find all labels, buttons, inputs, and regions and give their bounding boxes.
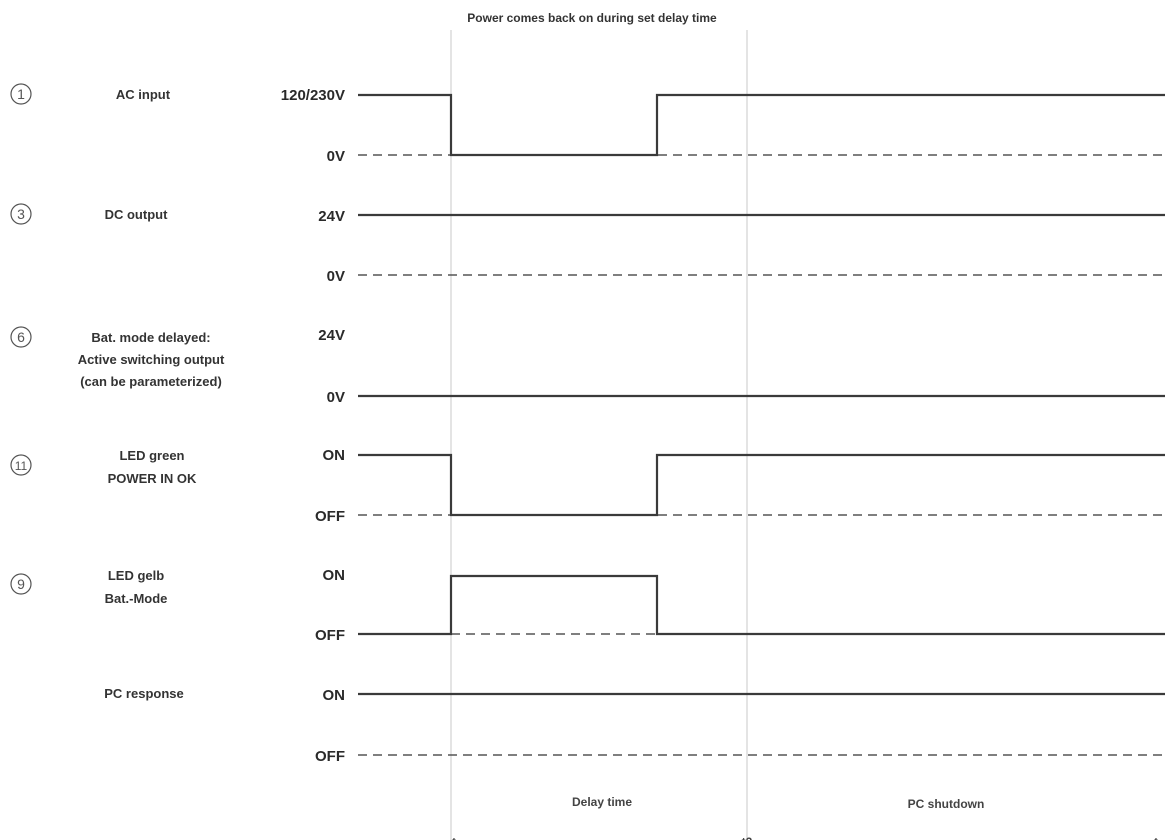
- signal-row-dc-output: 3 DC output 24V 0V: [10, 203, 1165, 285]
- signal-row-ac-input: 1 AC input 120/230V 0V: [10, 83, 1165, 165]
- high-level-label: 24V: [318, 208, 345, 225]
- phase-label-delay-time: Delay time: [572, 795, 632, 809]
- signal-row-led-green: 11 LED green POWER IN OK ON OFF: [10, 447, 1165, 525]
- signal-row-bat-mode-delayed: 6 Bat. mode delayed: Active switching ou…: [10, 326, 1165, 406]
- phase-label-pc-shutdown: PC shutdown: [908, 797, 985, 811]
- signal-label-line-1: Bat. mode delayed:: [91, 330, 210, 345]
- low-level-label: 0V: [327, 268, 345, 285]
- signal-label-line-1: LED green: [119, 448, 184, 463]
- high-level-label: ON: [323, 567, 346, 584]
- signal-row-led-gelb: 9 LED gelb Bat.-Mode ON OFF: [10, 567, 1165, 644]
- signal-number: 9: [17, 576, 25, 592]
- signal-waveform: [358, 453, 1165, 517]
- signal-number-circle: [10, 454, 32, 476]
- signal-label-line-2: Active switching output: [78, 352, 225, 367]
- time-marker-3: t: [1154, 835, 1158, 840]
- diagram-title: Power comes back on during set delay tim…: [467, 11, 717, 25]
- low-level-label: OFF: [315, 627, 345, 644]
- signal-number: 3: [17, 206, 25, 222]
- signal-label-line-1: LED gelb: [108, 568, 164, 583]
- signal-number-circle: [10, 203, 32, 225]
- time-marker-1: t: [452, 835, 456, 840]
- signal-waveform: [358, 574, 1165, 636]
- time-marker-2: t2: [742, 835, 753, 840]
- signal-number-circle: [10, 326, 32, 348]
- high-level-label: 24V: [318, 327, 345, 344]
- signal-number: 11: [15, 459, 28, 473]
- high-level-label: ON: [323, 687, 346, 704]
- signal-label-line-3: (can be parameterized): [80, 374, 222, 389]
- signal-number-circle: [10, 573, 32, 595]
- signal-number: 1: [17, 86, 25, 102]
- signal-label-line-2: Bat.-Mode: [105, 591, 168, 606]
- signal-number: 6: [17, 329, 25, 345]
- signal-label: PC response: [104, 686, 183, 701]
- high-level-label: ON: [323, 447, 346, 464]
- signal-row-pc-response: PC response ON OFF: [104, 686, 1165, 765]
- signal-label: AC input: [116, 87, 171, 102]
- signal-number-circle: [10, 83, 32, 105]
- high-level-label: 120/230V: [281, 87, 345, 104]
- low-level-label: OFF: [315, 748, 345, 765]
- signal-label: DC output: [105, 207, 168, 222]
- signal-label-line-2: POWER IN OK: [108, 471, 197, 486]
- low-level-label: 0V: [327, 148, 345, 165]
- low-level-label: 0V: [327, 389, 345, 406]
- low-level-label: OFF: [315, 508, 345, 525]
- signal-waveform: [358, 93, 1165, 157]
